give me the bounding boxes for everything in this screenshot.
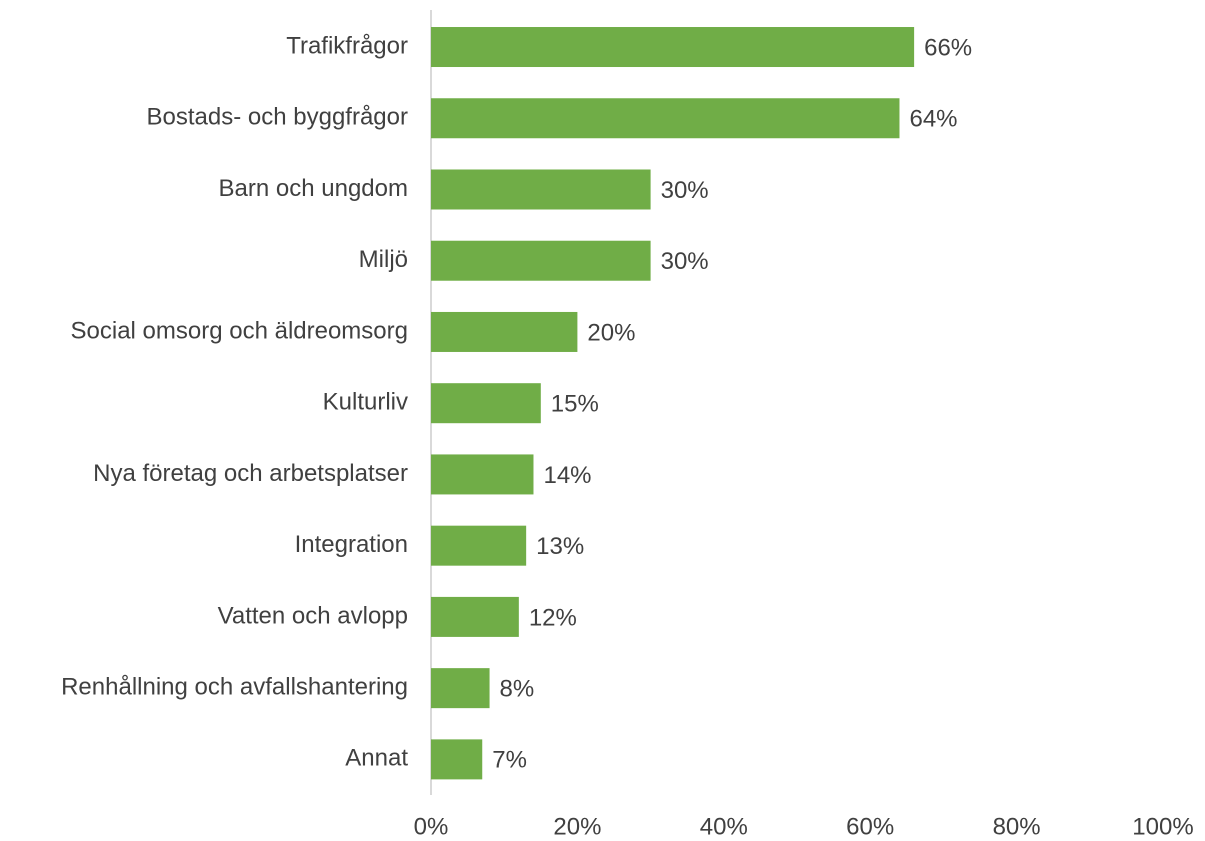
- bar: [431, 383, 541, 424]
- y-tick-label: Renhållning och avfallshantering: [61, 673, 408, 700]
- y-tick-label: Miljö: [359, 246, 408, 273]
- data-label: 64%: [909, 106, 957, 133]
- y-tick-label: Social omsorg och äldreomsorg: [71, 317, 409, 344]
- x-tick-label: 100%: [1132, 813, 1193, 840]
- x-tick-label: 60%: [846, 813, 894, 840]
- y-tick-label: Bostads- och byggfrågor: [147, 104, 408, 131]
- bar: [431, 596, 519, 637]
- y-tick-label: Integration: [295, 531, 408, 558]
- data-label: 20%: [587, 319, 635, 346]
- bar: [431, 98, 900, 139]
- y-tick-label: Trafikfrågor: [286, 32, 408, 59]
- bar: [431, 668, 490, 709]
- x-tick-label: 80%: [993, 813, 1041, 840]
- bar: [431, 525, 527, 566]
- y-tick-label: Barn och ungdom: [219, 175, 408, 202]
- bar: [431, 169, 651, 210]
- bar: [431, 27, 915, 68]
- data-label: 14%: [543, 462, 591, 489]
- data-label: 30%: [661, 248, 709, 275]
- data-label: 13%: [536, 533, 584, 560]
- data-label: 15%: [551, 391, 599, 418]
- data-label: 7%: [492, 747, 527, 774]
- y-tick-label: Nya företag och arbetsplatser: [93, 460, 408, 487]
- bar: [431, 240, 651, 281]
- bar: [431, 454, 534, 495]
- data-label: 66%: [924, 34, 972, 61]
- y-tick-label: Annat: [345, 745, 408, 772]
- y-tick-label: Vatten och avlopp: [218, 602, 408, 629]
- x-tick-label: 20%: [553, 813, 601, 840]
- data-label: 12%: [529, 604, 577, 631]
- data-label: 8%: [500, 675, 535, 702]
- y-tick-label: Kulturliv: [323, 389, 408, 416]
- data-label: 30%: [661, 177, 709, 204]
- bar: [431, 311, 578, 352]
- bar: [431, 739, 483, 780]
- x-tick-label: 0%: [414, 813, 449, 840]
- x-tick-label: 40%: [700, 813, 748, 840]
